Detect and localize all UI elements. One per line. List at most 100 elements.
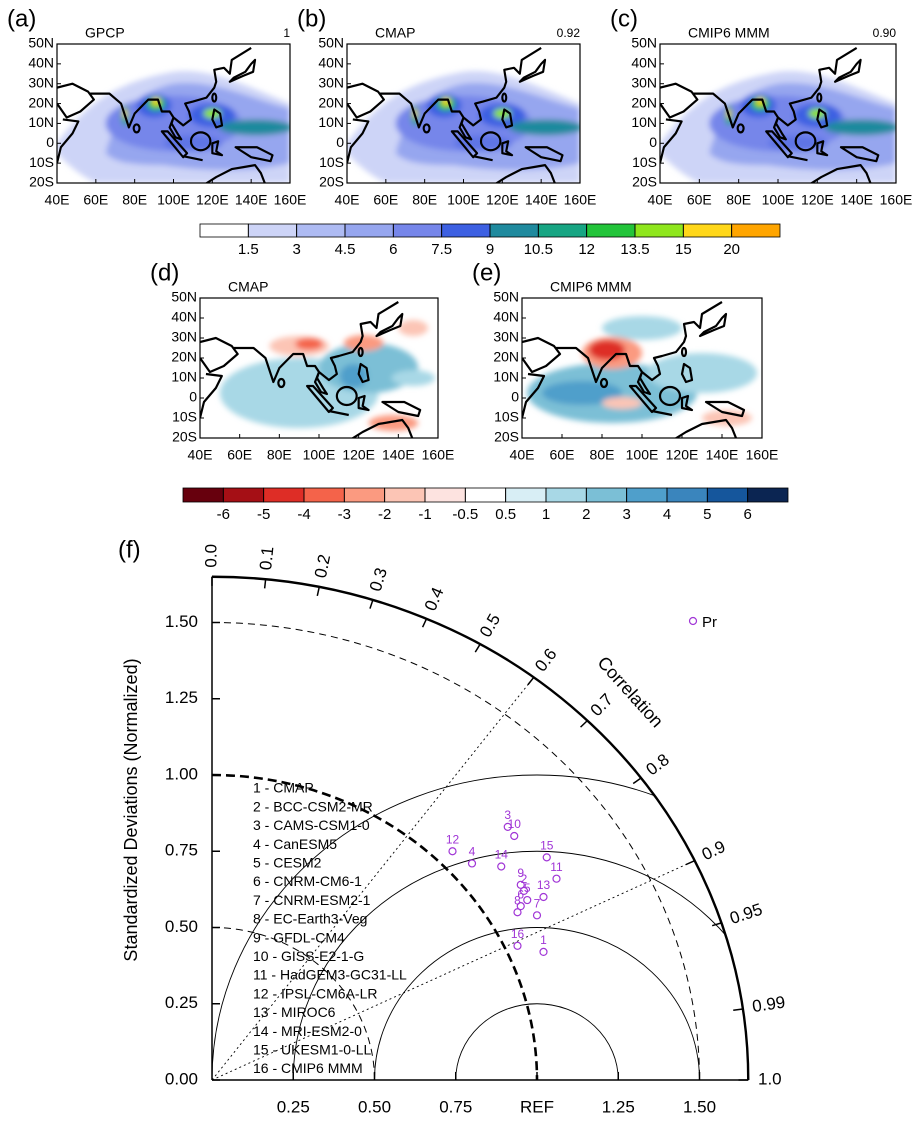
colorbar-label: 3 — [622, 506, 630, 523]
panel-label: (c) — [610, 5, 638, 32]
colorbar-label: 7.5 — [431, 241, 452, 258]
colorbar-label: -5 — [257, 506, 270, 523]
point — [503, 822, 512, 831]
colorbar-box — [731, 223, 781, 238]
colorbar-box — [634, 223, 684, 238]
correlation-label: 0.95 — [727, 900, 764, 928]
x-tick-label: 120E — [196, 192, 229, 208]
x-tick-label: 80E — [267, 447, 292, 463]
model-legend: 16 - CMIP6 MMM — [253, 1060, 363, 1076]
model-legend: 6 - CNRM-CM6-1 — [253, 873, 362, 889]
colorbar-label: -0.5 — [452, 506, 478, 523]
x-tick-label: 60E — [83, 192, 108, 208]
colorbar-box — [706, 487, 749, 503]
point — [523, 895, 532, 905]
colorbar-box — [537, 223, 588, 238]
colorbar-box — [666, 487, 708, 503]
legend-label: Pr — [702, 614, 717, 631]
y-axis-label: Standardized Deviations (Normalized) — [121, 658, 141, 961]
colorbar-label: 12 — [578, 241, 595, 258]
y-tick-label: 10N — [493, 369, 519, 385]
y-tick-label: 20S — [172, 429, 197, 445]
y-tick-label: 30N — [318, 74, 344, 90]
colorbar-box — [424, 487, 466, 503]
x-tick-label: 0.50 — [358, 1097, 391, 1116]
x-tick-label: 60E — [373, 192, 398, 208]
y-tick-label: 30N — [631, 74, 657, 90]
colorbar-label: 1 — [542, 506, 550, 523]
colorbar-box — [586, 223, 636, 238]
colorbar-box — [182, 487, 224, 503]
x-tick-label: 60E — [227, 447, 252, 463]
x-tick-label: 160E — [880, 192, 913, 208]
panel-label: (d) — [150, 259, 179, 286]
colorbar-label: 13.5 — [620, 241, 649, 258]
point — [516, 902, 525, 911]
point — [532, 911, 542, 920]
point-label: 15 — [540, 839, 554, 853]
x-tick-label: 160E — [422, 447, 455, 463]
x-tick-label: 120E — [486, 192, 519, 208]
map-field — [200, 298, 438, 438]
y-tick-label: 50N — [318, 35, 344, 51]
x-tick-label: 100E — [762, 192, 795, 208]
y-tick-label: 40N — [171, 309, 197, 325]
model-legend: 12 - IPSL-CM6A-LR — [253, 985, 377, 1001]
colorbar-label: -6 — [217, 506, 230, 523]
point-label: 8 — [514, 893, 521, 907]
x-tick-label: 140E — [706, 447, 739, 463]
model-legend: 9 - GFDL-CM4 — [253, 929, 345, 945]
x-tick-label: 60E — [687, 192, 712, 208]
colorbar-label: 0.5 — [495, 506, 516, 523]
correlation-tick — [685, 859, 695, 866]
colorbar-label: 3 — [292, 241, 300, 258]
correlation-label: 0.2 — [311, 553, 334, 580]
colorbar-box — [489, 223, 539, 238]
y-tick-label: 20N — [493, 349, 519, 365]
point-label: 7 — [534, 896, 541, 910]
colorbar-label: 4.5 — [335, 241, 356, 258]
correlation-tick — [733, 1008, 743, 1012]
correlation-tick — [711, 922, 722, 927]
x-tick-label: 160E — [274, 192, 307, 208]
correlation-line — [211, 860, 695, 1081]
point — [552, 874, 561, 883]
point — [467, 859, 477, 868]
model-legend: 4 - CanESM5 — [253, 836, 337, 852]
y-tick-label: 0 — [189, 389, 197, 405]
y-tick-label: 40N — [28, 55, 54, 71]
y-tick-label: 20S — [319, 174, 344, 190]
correlation-tick — [316, 586, 320, 597]
colorbar-label: 6 — [743, 506, 751, 523]
x-tick-label: 120E — [801, 192, 834, 208]
x-tick-label: 0.75 — [439, 1097, 472, 1116]
point-label: 11 — [550, 860, 563, 874]
y-tick-label: 10S — [319, 154, 344, 170]
point — [513, 908, 522, 917]
x-tick-label: 1.50 — [683, 1097, 716, 1116]
correlation-label: 0.6 — [531, 645, 560, 675]
y-tick-label: 20N — [318, 94, 344, 110]
colorbar-box — [344, 223, 394, 238]
x-tick-label: 40E — [45, 192, 70, 208]
x-tick-label: 120E — [666, 447, 699, 463]
panel-label: (b) — [297, 5, 326, 32]
correlation-tick — [421, 618, 428, 628]
colorbar-box — [626, 487, 668, 503]
map-field — [522, 298, 762, 438]
model-legend: 1 - CMAP — [253, 780, 314, 796]
y-tick-label: 1.25 — [165, 688, 198, 707]
y-tick-label: 10S — [29, 154, 54, 170]
panel-title: CMIP6 MMM — [550, 279, 632, 295]
rms-contour — [212, 774, 749, 1080]
taylor-inner — [212, 774, 749, 1080]
x-tick-label: 100E — [447, 192, 480, 208]
y-tick-label: 1.00 — [165, 764, 198, 783]
rms-contour — [455, 1003, 619, 1080]
model-legend: 13 - MIROC6 — [253, 1004, 336, 1020]
map-field — [660, 44, 896, 183]
point-label: 12 — [446, 832, 460, 846]
point-label: 2 — [521, 872, 528, 886]
